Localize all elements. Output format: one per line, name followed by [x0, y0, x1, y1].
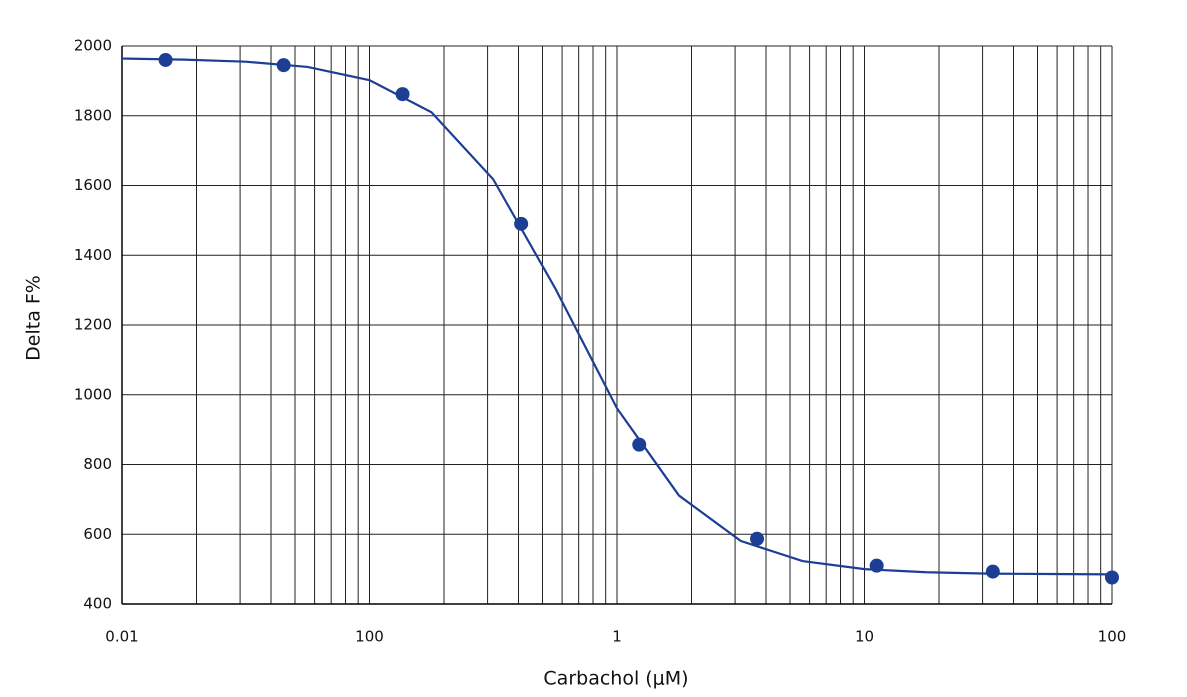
x-tick-label: 100	[355, 628, 384, 646]
data-point	[514, 216, 529, 231]
data-point	[158, 52, 173, 67]
y-tick-label: 1800	[74, 106, 112, 124]
x-axis-title: Carbachol (μM)	[543, 668, 688, 690]
y-tick-label: 2000	[74, 37, 112, 55]
y-axis-title: Delta F%	[23, 275, 45, 361]
x-tick-label: 100	[1098, 628, 1127, 646]
data-point	[985, 564, 1000, 579]
y-tick-label: 400	[83, 595, 112, 613]
y-tick-label: 1400	[74, 246, 112, 264]
y-tick-label: 1600	[74, 176, 112, 194]
y-tick-label: 1200	[74, 316, 112, 334]
y-tick-label: 600	[83, 525, 112, 543]
data-point	[395, 87, 410, 102]
x-tick-label: 10	[855, 628, 874, 646]
data-point	[750, 531, 765, 546]
y-tick-label: 800	[83, 455, 112, 473]
x-tick-label: 0.01	[105, 628, 138, 646]
data-point	[276, 58, 291, 73]
x-tick-label: 1	[612, 628, 622, 646]
y-tick-label: 1000	[74, 385, 112, 403]
data-point	[1105, 570, 1119, 585]
data-point	[869, 558, 884, 573]
data-point	[632, 437, 647, 452]
